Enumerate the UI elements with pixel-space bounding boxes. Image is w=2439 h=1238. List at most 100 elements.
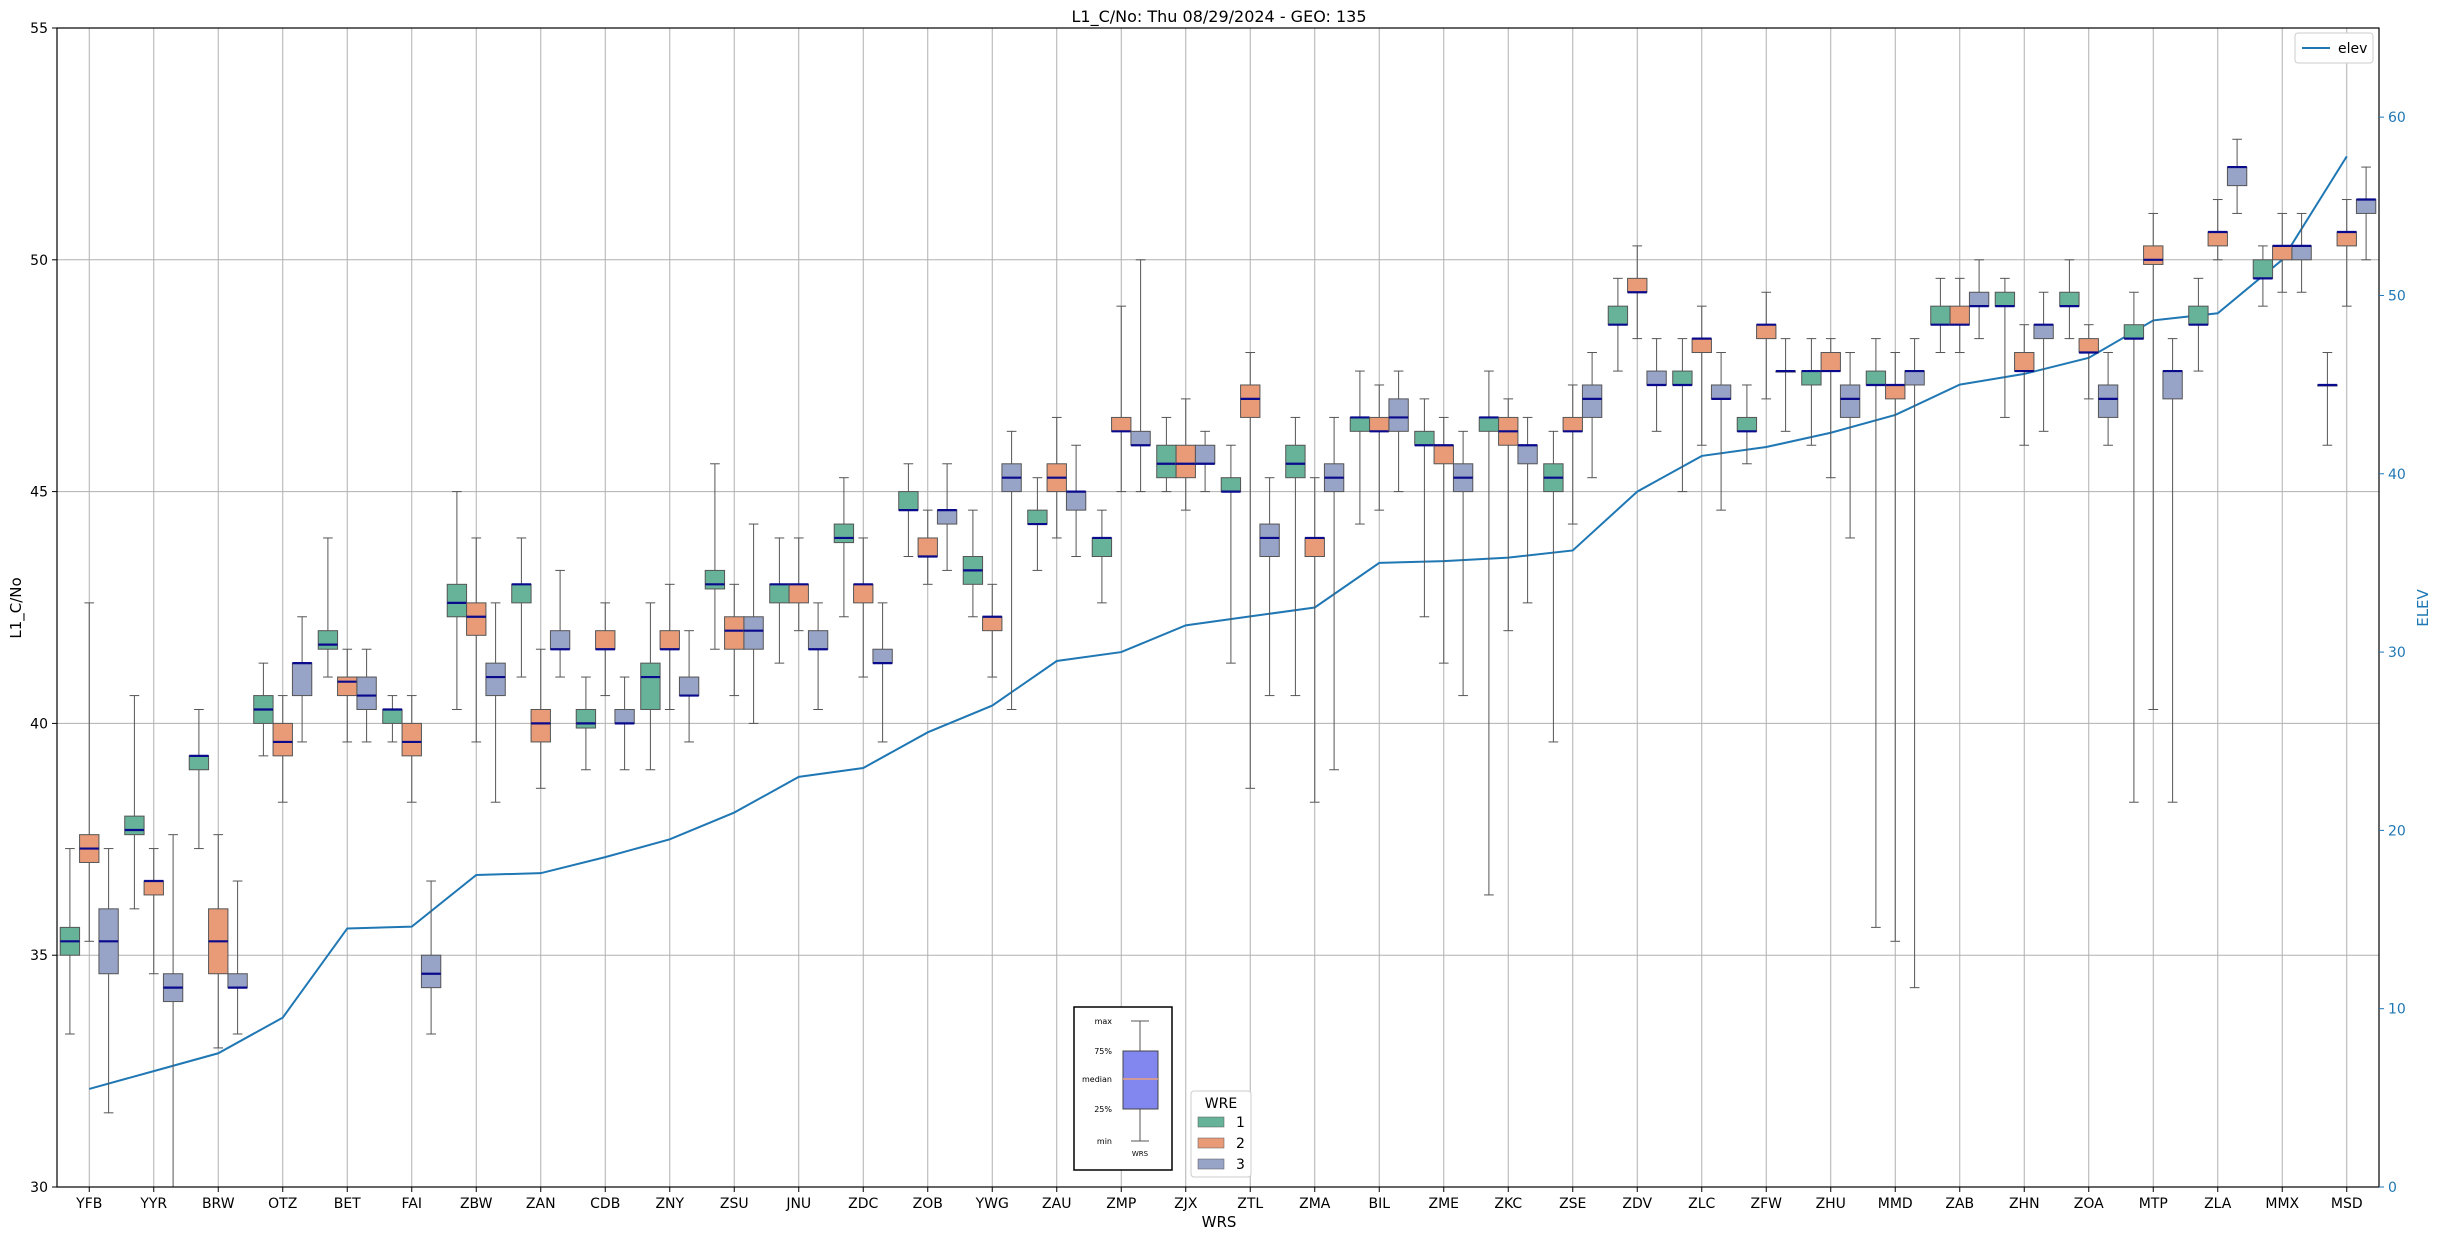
box-iqr (2355, 199, 2377, 214)
box-iqr (917, 537, 938, 558)
box-iqr (1646, 370, 1667, 386)
box-iqr (1627, 277, 1648, 293)
x-tick-label: JNU (785, 1196, 811, 1212)
box-mtp-wre-3 (2162, 338, 2183, 803)
box-zla-wre-3 (2226, 138, 2248, 214)
box-iqr (1220, 477, 1242, 493)
box-iqr (678, 676, 700, 697)
box-iqr (1517, 444, 1538, 465)
box-iqr (549, 630, 571, 650)
box-mmd-wre-3 (1904, 338, 1925, 989)
box-iqr (769, 583, 790, 604)
box-zbw-wre-1 (446, 491, 468, 710)
elev-line-layer (88, 155, 2348, 1090)
box-otz-wre-2 (272, 695, 293, 803)
box-zau-wre-2 (1046, 416, 1067, 539)
x-tick-label: CDB (590, 1196, 620, 1212)
x-tick-label: ZHN (2009, 1196, 2040, 1212)
box-mmd-wre-1 (1865, 338, 1887, 928)
box-zhn-wre-2 (2014, 324, 2035, 446)
x-axis-label: WRS (1202, 1213, 1237, 1231)
box-zla-wre-1 (2188, 277, 2209, 372)
box-ywg-wre-2 (982, 583, 1003, 678)
wre-legend-box (1190, 1090, 1252, 1178)
x-tick-label: ZAN (526, 1196, 556, 1212)
box-zkc-wre-1 (1478, 370, 1500, 896)
box-iqr (466, 602, 487, 636)
box-iqr (1710, 384, 1732, 400)
y2-tick-label: 50 (2388, 288, 2406, 304)
box-iqr (2033, 324, 2054, 340)
x-tick-label: MSD (2331, 1196, 2363, 1212)
box-zan-wre-3 (549, 569, 571, 678)
box-iqr (2291, 245, 2312, 261)
box-iqr (420, 954, 442, 989)
box-iqr (1736, 416, 1758, 432)
box-zma-wre-3 (1323, 416, 1345, 771)
box-cdb-wre-2 (595, 602, 616, 697)
y-tick-label: 55 (30, 21, 48, 37)
box-mtp-wre-1 (2123, 291, 2145, 803)
box-zdv-wre-3 (1646, 338, 1667, 432)
x-tick-label: ZAB (1945, 1196, 1974, 1212)
box-iqr (1968, 291, 1990, 307)
x-tick-label: ZTL (1237, 1196, 1263, 1212)
box-iqr (1175, 444, 1196, 479)
box-ztl-wre-1 (1220, 444, 1242, 664)
elev-legend-label: elev (2338, 41, 2367, 57)
box-iqr (1111, 416, 1132, 432)
box-iqr (1904, 370, 1925, 386)
box-iqr (188, 755, 210, 771)
box-otz-wre-3 (291, 616, 313, 743)
x-tick-label: MMX (2265, 1196, 2299, 1212)
box-iqr (1672, 370, 1693, 386)
box-iqr (2162, 370, 2183, 400)
box-zfw-wre-3 (1775, 338, 1796, 432)
box-iqr (1091, 537, 1113, 558)
box-iqr (2188, 305, 2209, 326)
box-zbw-wre-2 (466, 537, 487, 743)
box-iqr (1839, 384, 1861, 418)
box-iqr (2272, 245, 2293, 261)
box-iqr (446, 583, 468, 618)
box-zab-wre-2 (1949, 277, 1970, 354)
inset-box (1122, 1050, 1159, 1110)
box-iqr (833, 523, 855, 544)
box-iqr (401, 722, 422, 757)
box-iqr (485, 662, 506, 697)
y-axis-ticks: 30 35 40 45 50 55 (30, 21, 57, 1196)
box-zsu-wre-2 (724, 583, 745, 697)
box-zob-wre-3 (936, 463, 958, 571)
box-iqr (1240, 384, 1261, 418)
box-iqr (982, 616, 1003, 632)
box-zsu-wre-1 (704, 463, 726, 650)
box-mtp-wre-2 (2143, 212, 2164, 710)
box-zmp-wre-3 (1130, 259, 1151, 493)
plot-frame (56, 27, 2380, 1188)
y-tick-label: 35 (30, 948, 48, 964)
box-zob-wre-1 (898, 463, 919, 558)
box-ztl-wre-2 (1240, 352, 1261, 789)
wre-legend-swatch-1 (1197, 1116, 1225, 1128)
box-bil-wre-3 (1388, 370, 1409, 493)
x-tick-label: ZOA (2074, 1196, 2104, 1212)
elev-line (88, 155, 2348, 1090)
x-tick-label: BRW (202, 1196, 235, 1212)
box-iqr (1801, 370, 1822, 386)
box-iqr (704, 569, 726, 590)
y-tick-label: 50 (30, 253, 48, 269)
x-tick-label: MTP (2139, 1196, 2168, 1212)
wre-legend-label-3: 3 (1236, 1157, 1245, 1173)
box-zsu-wre-3 (743, 523, 764, 724)
box-zoa-wre-2 (2078, 324, 2099, 400)
box-iqr (337, 676, 358, 697)
box-iqr (1414, 430, 1435, 446)
x-tick-label: ZSE (1559, 1196, 1586, 1212)
x-tick-label: ZME (1428, 1196, 1459, 1212)
wre-legend-swatch-2 (1197, 1137, 1225, 1149)
box-bet-wre-3 (356, 648, 377, 743)
x-tick-label: ZJX (1174, 1196, 1198, 1212)
box-iqr (1388, 398, 1409, 432)
x-tick-label: ZSU (720, 1196, 749, 1212)
inset-box-key: max 75% median 25% min WRS (1073, 1006, 1173, 1171)
